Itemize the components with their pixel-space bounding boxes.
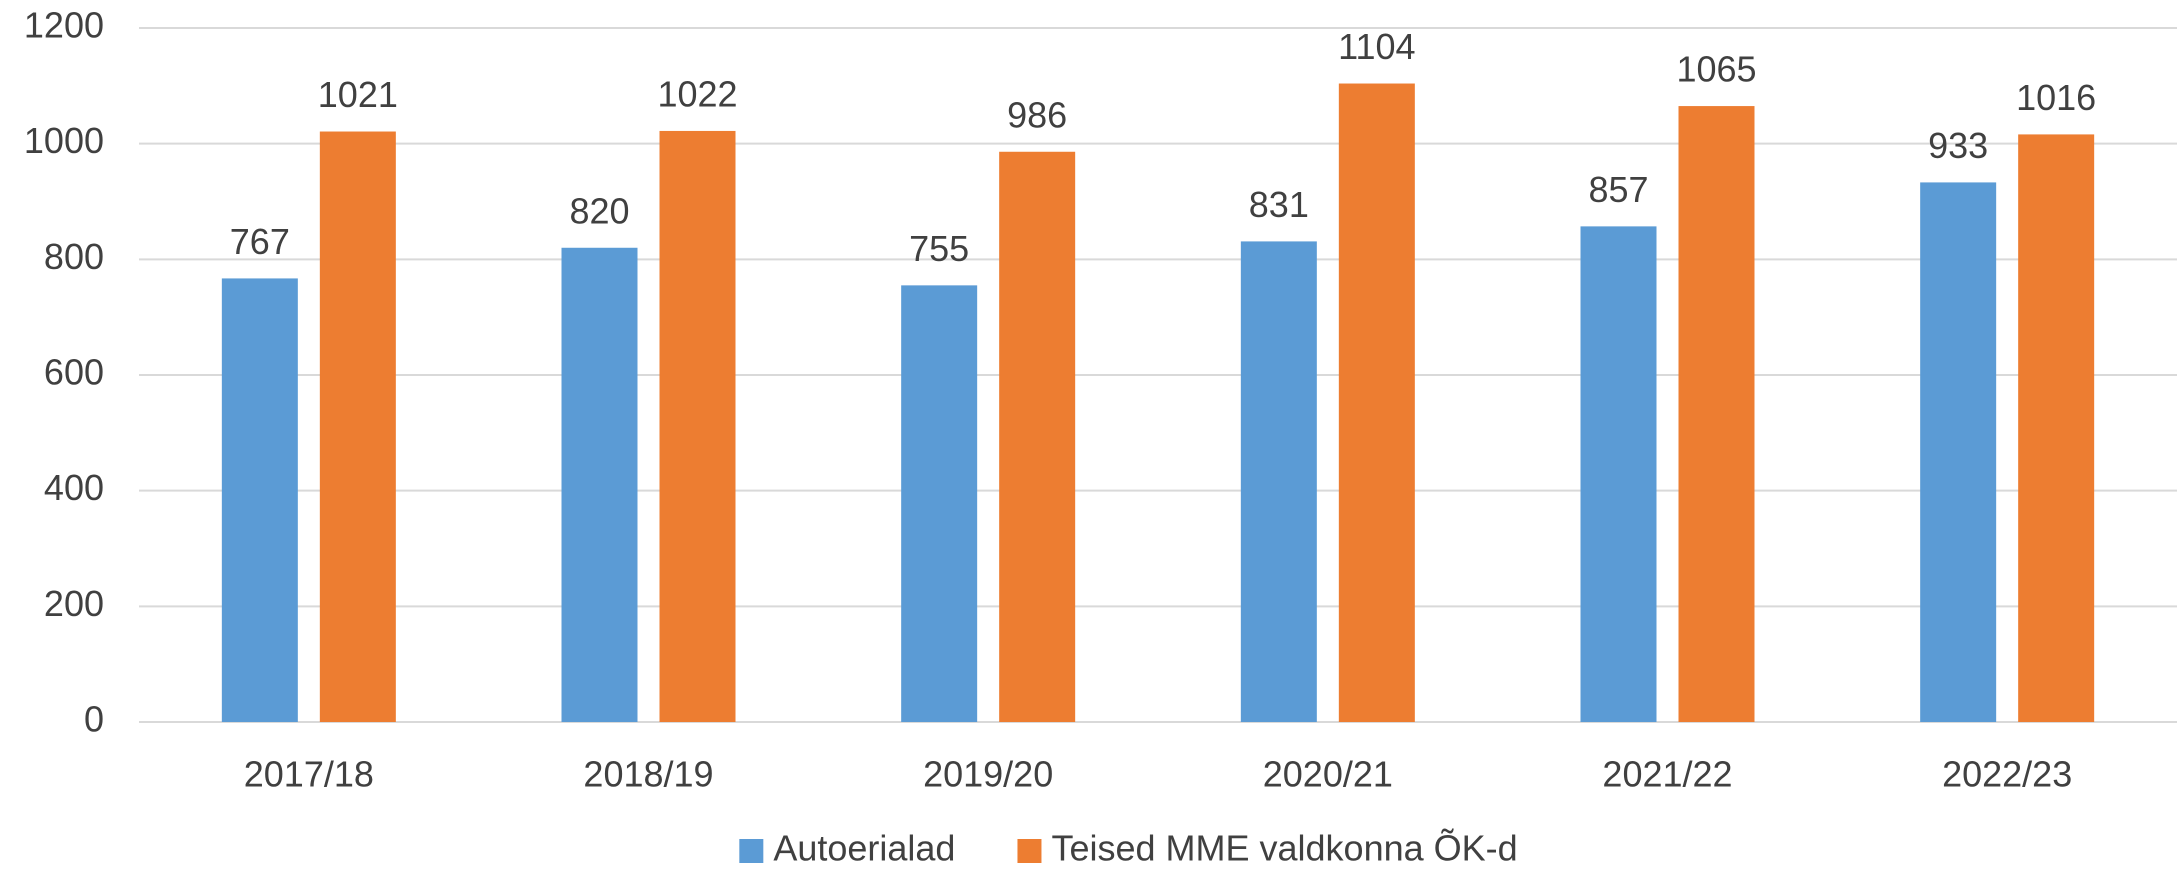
bar [901,285,978,722]
data-label: 1065 [1676,49,1756,90]
legend-swatch [739,839,764,863]
bar [1678,106,1755,722]
bar [659,130,736,722]
y-tick-label: 800 [44,236,104,277]
data-label: 831 [1249,184,1309,225]
data-label: 986 [1007,94,1067,135]
x-tick-label: 2019/20 [923,754,1053,795]
legend-item: Autoerialad [739,828,955,869]
legend-label: Teised MME valdkonna ÕK-d [1051,828,1517,869]
y-tick-label: 600 [44,352,104,393]
bar [319,131,396,722]
bar [221,278,298,722]
bar [1338,83,1415,722]
bar [561,247,638,722]
x-tick-label: 2020/21 [1263,754,1393,795]
data-label: 857 [1588,169,1648,210]
data-label: 1021 [318,74,398,115]
x-tick-label: 2021/22 [1602,754,1732,795]
x-tick-label: 2017/18 [244,754,374,795]
data-label: 1022 [657,73,737,114]
data-label: 1016 [2016,77,2096,118]
x-tick-label: 2022/23 [1942,754,2072,795]
bar [1920,182,1997,723]
y-tick-label: 200 [44,583,104,624]
bar [2018,134,2095,722]
bar [999,151,1076,723]
y-tick-label: 1000 [24,120,104,161]
y-tick-label: 0 [84,699,104,740]
data-label: 767 [230,221,290,262]
x-tick-label: 2018/19 [583,754,713,795]
bar [1240,241,1317,722]
legend-item: Teised MME valdkonna ÕK-d [1017,828,1518,869]
y-tick-label: 400 [44,467,104,508]
bar [1580,226,1657,722]
legend-label: Autoerialad [773,828,955,869]
y-tick-label: 1200 [24,5,104,46]
data-label: 755 [909,228,969,269]
data-label: 933 [1928,125,1988,166]
legend-swatch [1017,839,1042,863]
data-label: 820 [569,190,629,231]
data-label: 1104 [1338,26,1415,67]
